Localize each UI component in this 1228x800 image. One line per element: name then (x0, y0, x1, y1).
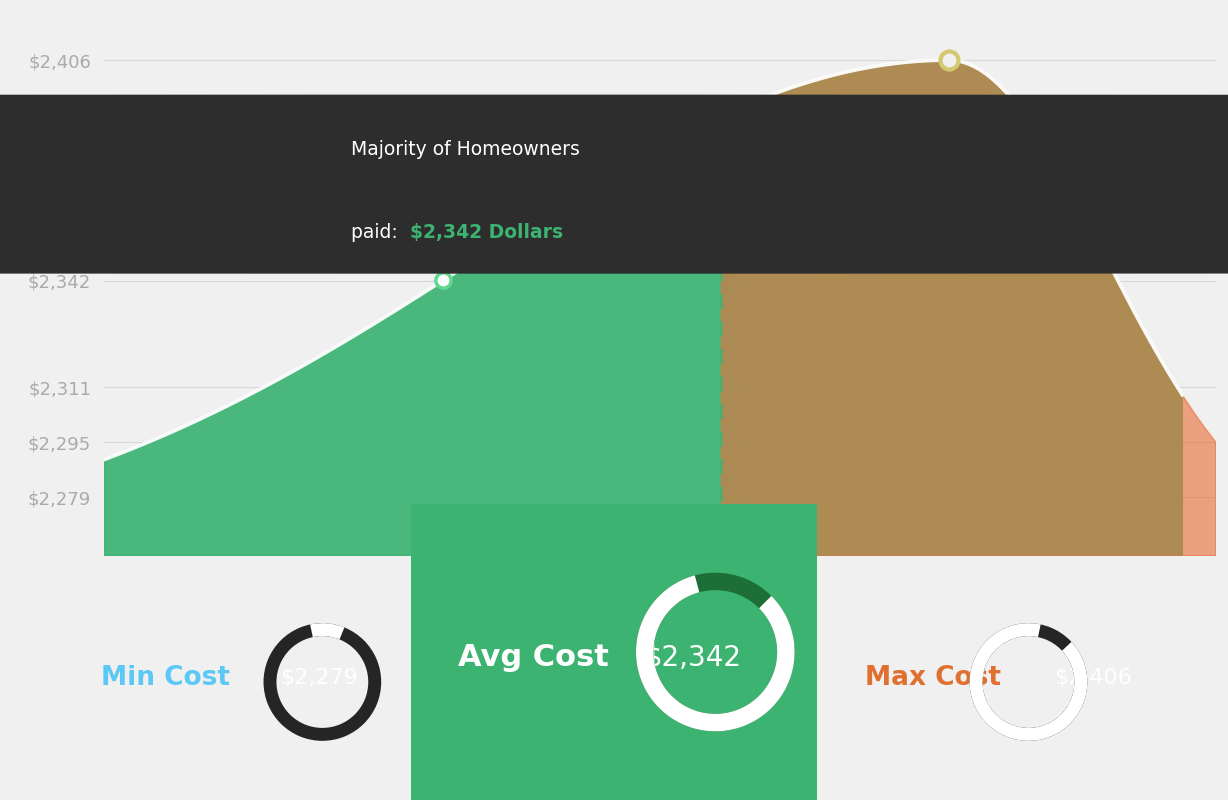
Text: $2,279: $2,279 (280, 668, 359, 688)
Text: paid:: paid: (351, 223, 404, 242)
Text: Min Cost: Min Cost (101, 665, 231, 691)
Text: Avg Cost: Avg Cost (458, 643, 608, 673)
Wedge shape (970, 623, 1087, 741)
Wedge shape (264, 623, 381, 741)
Text: Max Cost: Max Cost (866, 665, 1001, 691)
Wedge shape (311, 623, 344, 639)
Text: $2,406: $2,406 (1054, 668, 1132, 688)
Text: $2,342: $2,342 (645, 644, 742, 672)
FancyBboxPatch shape (395, 492, 833, 800)
Polygon shape (104, 109, 738, 556)
Polygon shape (104, 60, 1183, 556)
Polygon shape (667, 159, 715, 209)
Text: $2,342 Dollars: $2,342 Dollars (410, 223, 564, 242)
Text: Majority of Homeowners: Majority of Homeowners (351, 140, 580, 159)
Wedge shape (636, 573, 795, 731)
Wedge shape (970, 623, 1087, 741)
Wedge shape (636, 575, 795, 731)
FancyBboxPatch shape (0, 94, 1228, 274)
Polygon shape (722, 60, 1216, 556)
